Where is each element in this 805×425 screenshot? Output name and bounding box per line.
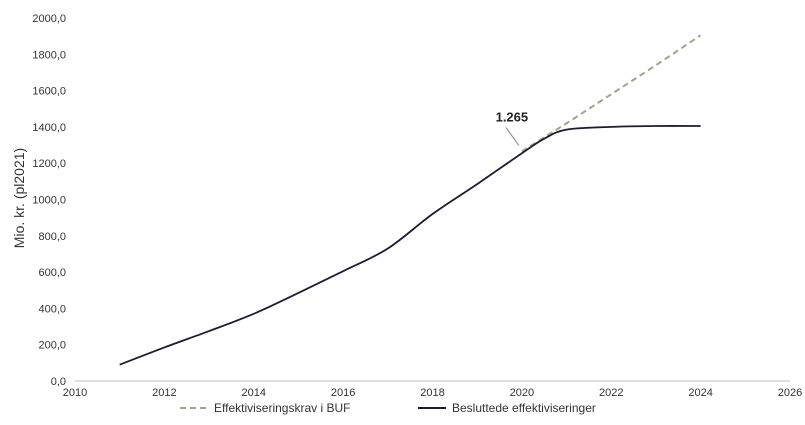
- y-tick-label: 800,0: [38, 231, 66, 243]
- series-line-effektiviseringskrav: [521, 34, 702, 153]
- legend-label: Effektiviseringskrav i BUF: [214, 401, 350, 415]
- annotation-layer: 1.265: [496, 109, 529, 146]
- annotation-label: 1.265: [496, 109, 529, 124]
- y-tick-label: 1600,0: [32, 86, 66, 98]
- x-axis: 2010 2012 2014 2016 2018 2020 2022 2024 2026: [63, 380, 802, 399]
- x-tick-label: 2016: [331, 387, 355, 399]
- y-axis-label: Mio. kr. (pl2021): [11, 148, 27, 248]
- series-layer: [119, 34, 702, 366]
- y-tick-label: 0,0: [51, 376, 66, 388]
- x-tick-label: 2022: [599, 387, 623, 399]
- y-tick-label: 1000,0: [32, 195, 66, 207]
- x-tick-label: 2018: [420, 387, 444, 399]
- x-tick-label: 2012: [152, 387, 176, 399]
- y-tick-label: 600,0: [38, 267, 66, 279]
- x-tick-label: 2020: [510, 387, 534, 399]
- y-tick-label: 1400,0: [32, 122, 66, 134]
- legend-label: Besluttede effektiviseringer: [452, 401, 596, 415]
- annotation-leader-line: [505, 127, 520, 146]
- x-tick-label: 2024: [688, 387, 712, 399]
- y-tick-label: 1200,0: [32, 158, 66, 170]
- x-tick-label: 2014: [242, 387, 266, 399]
- y-tick-label: 2000,0: [32, 13, 66, 25]
- y-tick-label: 1800,0: [32, 49, 66, 61]
- series-line-besluttede: [119, 125, 701, 366]
- y-axis: 0,0 200,0 400,0 600,0 800,0 1000,0 1200,0 1400,…: [32, 13, 66, 388]
- y-tick-label: 400,0: [38, 303, 66, 315]
- x-tick-label: 2026: [778, 387, 802, 399]
- legend: Effektiviseringskrav i BUF Besluttede eff…: [180, 401, 596, 415]
- x-tick-label: 2010: [63, 387, 87, 399]
- y-tick-label: 200,0: [38, 340, 66, 352]
